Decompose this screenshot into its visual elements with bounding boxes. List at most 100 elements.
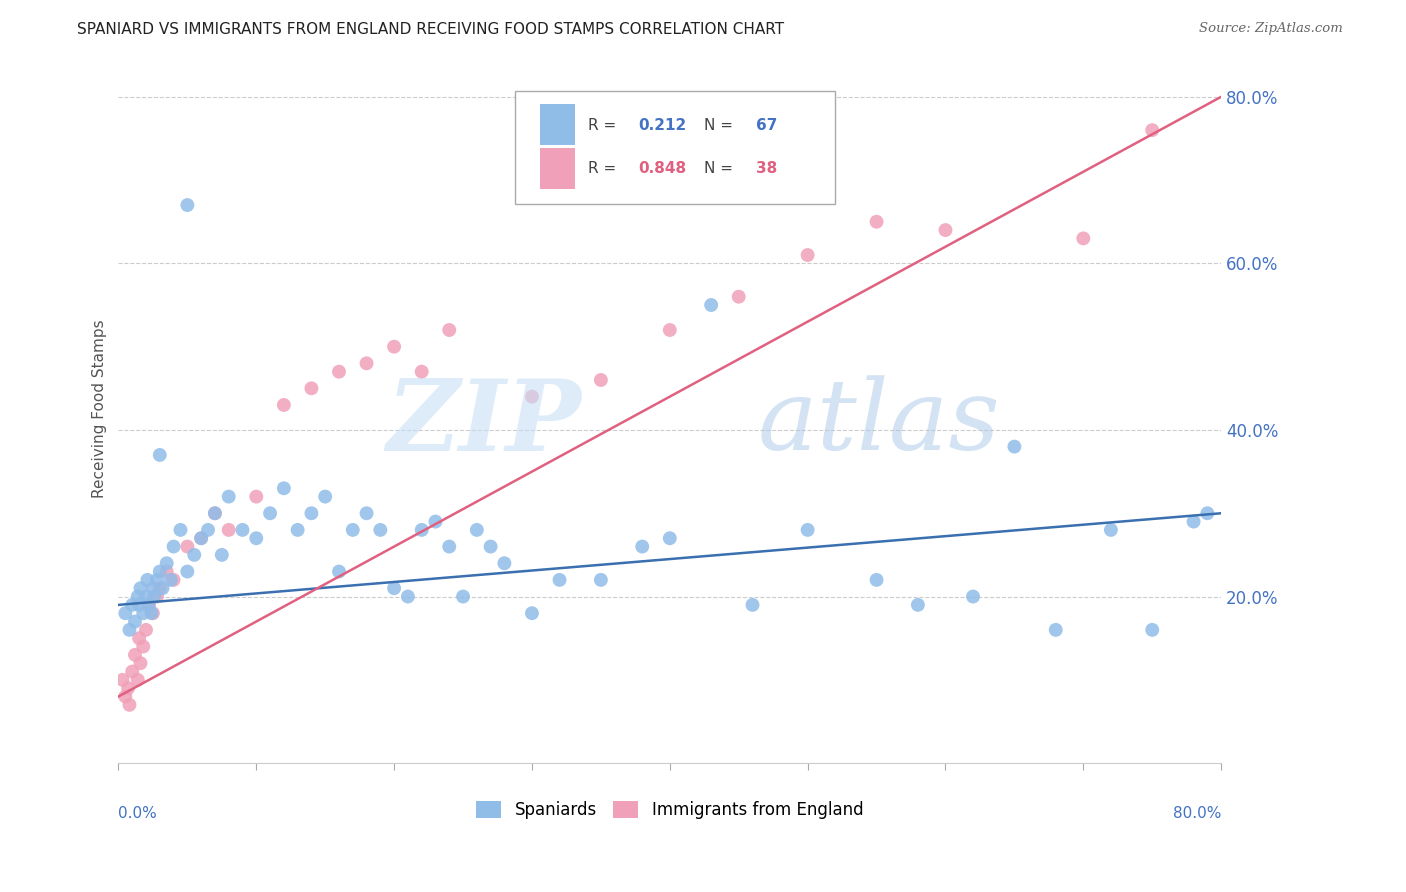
- Point: [162, 573, 184, 587]
- Point: [396, 590, 419, 604]
- Point: [1071, 231, 1094, 245]
- Point: [124, 648, 146, 662]
- Point: [1099, 523, 1122, 537]
- Text: 0.0%: 0.0%: [118, 805, 157, 821]
- Point: [190, 531, 212, 545]
- Point: [114, 606, 136, 620]
- Point: [1002, 440, 1025, 454]
- Point: [138, 598, 160, 612]
- Point: [132, 606, 155, 620]
- Point: [1182, 515, 1205, 529]
- Y-axis label: Receiving Food Stamps: Receiving Food Stamps: [93, 320, 107, 499]
- Point: [382, 581, 405, 595]
- Text: Source: ZipAtlas.com: Source: ZipAtlas.com: [1199, 22, 1343, 36]
- Point: [479, 540, 502, 554]
- Point: [962, 590, 984, 604]
- Point: [114, 690, 136, 704]
- Point: [328, 365, 350, 379]
- Point: [197, 523, 219, 537]
- Point: [631, 540, 654, 554]
- Point: [299, 381, 322, 395]
- Point: [245, 531, 267, 545]
- Point: [156, 565, 179, 579]
- Point: [218, 523, 240, 537]
- Point: [142, 606, 165, 620]
- Point: [865, 215, 887, 229]
- Text: R =: R =: [588, 118, 621, 133]
- Point: [520, 606, 543, 620]
- Point: [439, 540, 461, 554]
- Point: [129, 581, 152, 595]
- Point: [273, 481, 295, 495]
- Point: [183, 548, 205, 562]
- Point: [128, 598, 150, 612]
- Point: [190, 531, 212, 545]
- Point: [314, 490, 336, 504]
- Point: [129, 656, 152, 670]
- Point: [149, 581, 172, 595]
- Point: [658, 323, 681, 337]
- Point: [451, 590, 474, 604]
- Point: [211, 548, 233, 562]
- Point: [149, 448, 172, 462]
- Point: [287, 523, 309, 537]
- Point: [741, 598, 763, 612]
- Text: 67: 67: [756, 118, 778, 133]
- Point: [118, 623, 141, 637]
- Point: [1142, 623, 1164, 637]
- Point: [520, 390, 543, 404]
- Point: [328, 565, 350, 579]
- Point: [796, 248, 818, 262]
- Point: [658, 531, 681, 545]
- Point: [382, 340, 405, 354]
- Point: [934, 223, 956, 237]
- Point: [127, 673, 149, 687]
- Point: [1142, 123, 1164, 137]
- Point: [135, 590, 157, 604]
- Point: [370, 523, 392, 537]
- Point: [141, 606, 163, 620]
- Point: [127, 590, 149, 604]
- Legend: Spaniards, Immigrants from England: Spaniards, Immigrants from England: [470, 794, 870, 826]
- Point: [128, 631, 150, 645]
- Point: [1045, 623, 1067, 637]
- Point: [411, 523, 433, 537]
- Point: [245, 490, 267, 504]
- Point: [149, 565, 172, 579]
- Point: [865, 573, 887, 587]
- Text: 38: 38: [756, 161, 778, 177]
- Point: [121, 598, 143, 612]
- Point: [124, 615, 146, 629]
- FancyBboxPatch shape: [516, 91, 835, 203]
- Point: [117, 681, 139, 695]
- Point: [494, 556, 516, 570]
- Text: 0.212: 0.212: [638, 118, 686, 133]
- Text: N =: N =: [704, 118, 738, 133]
- Point: [146, 590, 169, 604]
- Point: [111, 673, 134, 687]
- Text: R =: R =: [588, 161, 621, 177]
- Point: [425, 515, 447, 529]
- Text: N =: N =: [704, 161, 738, 177]
- Point: [146, 573, 169, 587]
- Point: [142, 581, 165, 595]
- Point: [176, 565, 198, 579]
- Point: [218, 490, 240, 504]
- Point: [299, 506, 322, 520]
- Point: [169, 523, 191, 537]
- Point: [589, 573, 612, 587]
- Text: atlas: atlas: [758, 376, 1001, 471]
- Point: [342, 523, 364, 537]
- Point: [118, 698, 141, 712]
- Point: [907, 598, 929, 612]
- Point: [356, 356, 378, 370]
- Point: [273, 398, 295, 412]
- Point: [162, 540, 184, 554]
- Text: SPANIARD VS IMMIGRANTS FROM ENGLAND RECEIVING FOOD STAMPS CORRELATION CHART: SPANIARD VS IMMIGRANTS FROM ENGLAND RECE…: [77, 22, 785, 37]
- Point: [121, 665, 143, 679]
- Point: [143, 590, 166, 604]
- Text: 0.848: 0.848: [638, 161, 686, 177]
- Point: [589, 373, 612, 387]
- Point: [796, 523, 818, 537]
- Point: [135, 623, 157, 637]
